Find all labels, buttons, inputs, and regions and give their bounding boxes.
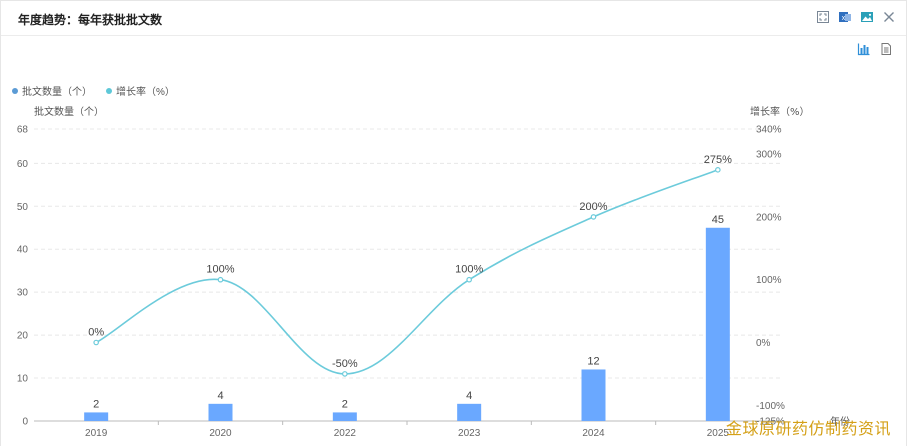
bar [457, 403, 482, 421]
growth-rate-label: 100% [455, 264, 483, 276]
legend-label-count: 批文数量（个） [22, 87, 92, 98]
bar-value-label: 2 [342, 398, 348, 410]
y-tick-label: 50 [17, 202, 29, 213]
excel-export-icon[interactable]: x [838, 10, 852, 24]
bar [84, 412, 109, 421]
growth-rate-label: 200% [579, 201, 607, 213]
bar [332, 412, 357, 421]
growth-rate-line [95, 169, 719, 375]
y2-tick-label: 300% [756, 150, 782, 161]
x-tick-label: 2024 [582, 428, 605, 439]
growth-rate-label: 0% [88, 327, 104, 339]
panel-header: 年度趋势：每年获批批文数 x [0, 0, 907, 36]
x-tick-label: 2019 [85, 428, 108, 439]
watermark-text: 金球原研药仿制药资讯 [725, 419, 891, 438]
data-table-view-icon[interactable] [879, 42, 893, 56]
y2-axis-title: 增长率（%） [750, 105, 810, 118]
bar-chart-view-icon[interactable] [857, 42, 871, 56]
y2-tick-label: -125% [756, 417, 785, 428]
x-tick-label: 2022 [334, 428, 357, 439]
growth-rate-label: 100% [206, 264, 234, 276]
y2-tick-label: 340% [756, 125, 782, 136]
y-axis-title: 批文数量（个） [34, 105, 104, 118]
growth-rate-label: -50% [332, 358, 358, 370]
y-tick-label: 40 [17, 245, 29, 256]
growth-rate-label: 275% [704, 154, 732, 166]
bar-value-label: 2 [93, 398, 99, 410]
growth-rate-point [590, 214, 597, 220]
bar [208, 403, 233, 421]
bar [581, 369, 606, 421]
growth-rate-point [217, 276, 224, 283]
x-axis-title: 年份 [830, 415, 850, 428]
x-tick-label: 2020 [209, 428, 232, 439]
y-tick-label: 60 [17, 159, 29, 170]
bar-value-label: 4 [466, 390, 472, 402]
y2-tick-label: 100% [756, 275, 782, 286]
legend-item-count[interactable]: 批文数量（个） [12, 83, 92, 98]
x-tick-label: 2023 [458, 428, 481, 439]
bar-value-label: 45 [712, 214, 724, 226]
expand-icon[interactable] [816, 10, 830, 24]
image-export-icon[interactable] [860, 10, 874, 24]
growth-rate-point [715, 167, 721, 173]
bar-value-label: 4 [217, 390, 223, 402]
x-tick-label: 2025 [707, 428, 730, 439]
y-tick-label: 20 [17, 331, 29, 342]
chart-legend: 批文数量（个） 增长率（%） [12, 83, 175, 98]
y2-tick-label: 200% [756, 212, 782, 223]
y2-tick-label: 0% [756, 338, 771, 349]
bar [705, 227, 730, 421]
panel-title: 年度趋势：每年获批批文数 [18, 13, 163, 27]
legend-marker-count [12, 87, 18, 94]
y-tick-label: 10 [17, 374, 29, 385]
y2-tick-label: -100% [756, 401, 785, 412]
header-toolbar: x [816, 10, 896, 24]
close-icon[interactable] [882, 10, 896, 24]
svg-text:x: x [842, 15, 846, 22]
view-toggle [857, 42, 893, 56]
y-tick-label: 0 [22, 417, 28, 428]
legend-label-growth: 增长率（%） [116, 87, 175, 98]
y-tick-label: 68 [17, 125, 29, 136]
bar-value-label: 12 [587, 355, 599, 367]
y-tick-label: 30 [17, 288, 29, 299]
legend-marker-growth [106, 87, 112, 94]
legend-item-growth[interactable]: 增长率（%） [106, 83, 175, 98]
growth-rate-point [466, 276, 472, 283]
growth-rate-point [93, 339, 99, 346]
growth-rate-point [342, 371, 348, 377]
